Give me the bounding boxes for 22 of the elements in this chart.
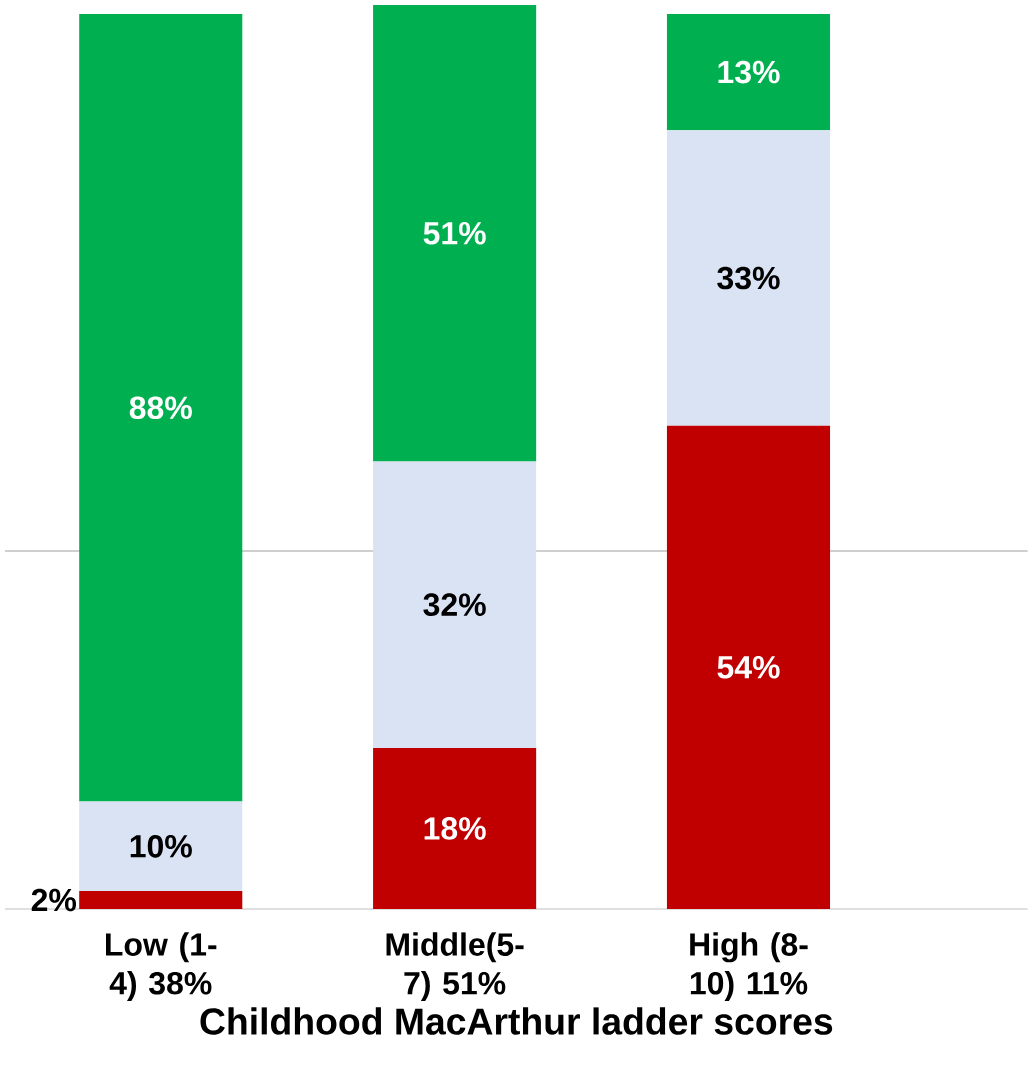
- bar: [79, 13, 243, 802]
- data-label: 10%: [130, 835, 192, 858]
- data-label: 54%: [717, 656, 780, 679]
- data-label: 88%: [129, 396, 192, 420]
- bar: [79, 801, 243, 892]
- bar: [666, 13, 831, 131]
- data-label: 51%: [423, 221, 486, 245]
- data-label: 13%: [718, 60, 780, 84]
- bar: [373, 5, 537, 462]
- bar: [666, 130, 831, 426]
- data-label: 33%: [717, 266, 780, 290]
- x-axis-title: Childhood MacArthur ladder scores: [200, 1007, 833, 1035]
- x-tick-label: Middle(5-7) 51%: [386, 932, 524, 1001]
- bar: [373, 461, 537, 748]
- bar: [373, 747, 537, 909]
- bar: [79, 891, 243, 909]
- data-label: 18%: [424, 817, 486, 840]
- data-label: 32%: [423, 593, 486, 617]
- bar: [666, 425, 831, 909]
- data-label: 2%: [31, 888, 77, 912]
- x-tick-label: Low (1-4) 38%: [106, 932, 217, 1001]
- x-tick-label: High (8-10) 11%: [690, 932, 808, 1001]
